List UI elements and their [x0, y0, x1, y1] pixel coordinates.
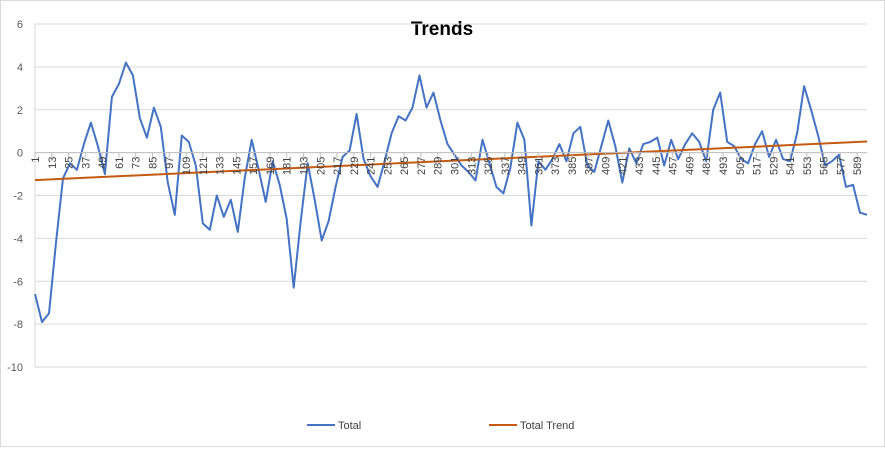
x-tick-label: 469 — [684, 157, 696, 175]
x-tick-label: 313 — [466, 157, 478, 175]
x-tick-label: 301 — [449, 157, 461, 175]
y-tick-label: 2 — [17, 105, 23, 117]
x-tick-label: 337 — [500, 157, 512, 175]
x-tick-label: 145 — [231, 157, 243, 175]
x-tick-label: 229 — [349, 157, 361, 175]
x-tick-label: 349 — [517, 157, 529, 175]
x-tick-label: 97 — [164, 157, 176, 169]
x-tick-label: 25 — [64, 157, 76, 169]
x-tick-label: 505 — [735, 157, 747, 175]
legend: Total Total Trend — [307, 420, 574, 432]
y-tick-label: -8 — [13, 319, 23, 331]
x-tick-label: 577 — [835, 157, 847, 175]
x-tick-label: 517 — [752, 157, 764, 175]
y-tick-label: 6 — [17, 19, 23, 31]
x-tick-label: 265 — [399, 157, 411, 175]
y-tick-label: -4 — [13, 233, 23, 245]
x-tick-label: 1 — [30, 157, 42, 163]
x-tick-label: 373 — [550, 157, 562, 175]
x-tick-label: 181 — [282, 157, 294, 175]
x-tick-label: 205 — [315, 157, 327, 175]
x-tick-label: 553 — [802, 157, 814, 175]
x-tick-label: 397 — [584, 157, 596, 175]
x-tick-label: 61 — [114, 157, 126, 169]
x-tick-label: 541 — [785, 157, 797, 175]
y-axis-tick-labels: -10 -8 -6 -4 -2 0 2 4 6 — [7, 19, 23, 374]
x-tick-label: 217 — [332, 157, 344, 175]
y-tick-label: 0 — [17, 148, 23, 160]
y-tick-label: -10 — [7, 362, 23, 374]
x-tick-label: 121 — [198, 157, 210, 175]
series-line-total — [34, 61, 868, 323]
x-tick-label: 361 — [533, 157, 545, 175]
y-tick-label: -6 — [13, 276, 23, 288]
x-tick-label: 421 — [617, 157, 629, 175]
x-tick-label: 589 — [852, 157, 864, 175]
x-tick-label: 529 — [768, 157, 780, 175]
x-tick-label: 565 — [819, 157, 831, 175]
x-tick-label: 49 — [97, 157, 109, 169]
x-tick-label: 445 — [651, 157, 663, 175]
x-tick-label: 457 — [668, 157, 680, 175]
x-tick-label: 109 — [181, 157, 193, 175]
x-tick-label: 433 — [634, 157, 646, 175]
gridlines — [34, 23, 867, 368]
x-tick-label: 493 — [718, 157, 730, 175]
x-tick-label: 385 — [567, 157, 579, 175]
series-line-total-trend — [34, 140, 868, 182]
x-tick-label: 37 — [80, 157, 92, 169]
x-tick-label: 73 — [131, 157, 143, 169]
x-tick-label: 289 — [433, 157, 445, 175]
legend-label: Total — [338, 420, 361, 432]
plot-area — [34, 61, 868, 323]
x-tick-label: 13 — [47, 157, 59, 169]
x-tick-label: 241 — [366, 157, 378, 175]
x-tick-label: 325 — [483, 157, 495, 175]
y-tick-label: 4 — [17, 62, 23, 74]
x-tick-label: 157 — [248, 157, 260, 175]
legend-label: Total Trend — [520, 420, 574, 432]
x-tick-label: 133 — [215, 157, 227, 175]
chart-title: Trends — [411, 19, 473, 40]
x-tick-label: 193 — [298, 157, 310, 175]
y-tick-label: -2 — [13, 191, 23, 203]
x-tick-label: 277 — [416, 157, 428, 175]
x-tick-label: 253 — [382, 157, 394, 175]
x-tick-label: 481 — [701, 157, 713, 175]
x-tick-label: 169 — [265, 157, 277, 175]
x-tick-label: 409 — [601, 157, 613, 175]
x-tick-label: 85 — [147, 157, 159, 169]
x-axis: 1 13 25 37 49 61 73 85 97 109 121 133 145 157 169 181 19… — [30, 152, 867, 175]
